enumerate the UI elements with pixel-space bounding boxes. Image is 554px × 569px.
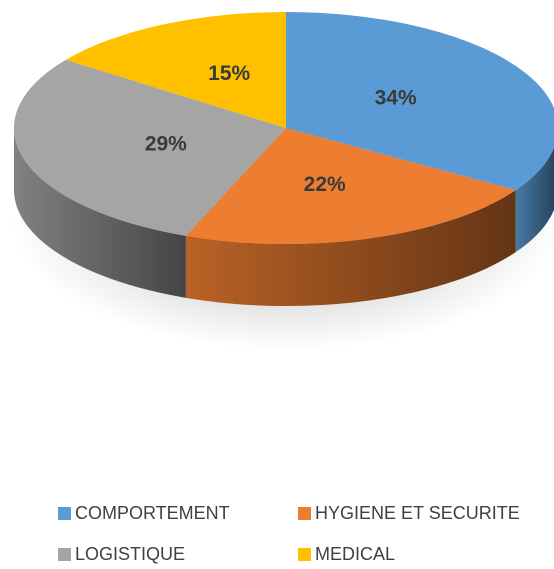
legend-swatch-comportement — [58, 507, 71, 520]
slice-hygiene-et-securite[interactable] — [185, 128, 516, 244]
slice-side-hygiene-et-securite — [185, 190, 516, 306]
legend-item-comportement[interactable]: COMPORTEMENT — [58, 503, 298, 524]
legend: COMPORTEMENT HYGIENE ET SECURITE LOGISTI… — [58, 503, 548, 565]
legend-label-logistique: LOGISTIQUE — [75, 544, 186, 564]
slice-label-medical: 15% — [208, 62, 250, 85]
slice-side-logistique — [14, 128, 186, 298]
legend-swatch-medical — [298, 548, 311, 561]
legend-label-hygiene-et-securite: HYGIENE ET SECURITE — [315, 503, 520, 523]
legend-item-logistique[interactable]: LOGISTIQUE — [58, 544, 298, 565]
slice-label-hygiene-et-securite: 22% — [304, 173, 346, 196]
slice-label-comportement: 34% — [375, 86, 417, 109]
legend-item-medical[interactable]: MEDICAL — [298, 544, 538, 565]
slice-side-comportement — [515, 147, 554, 253]
legend-item-hygiene-et-securite[interactable]: HYGIENE ET SECURITE — [298, 503, 538, 524]
legend-label-medical: MEDICAL — [315, 544, 396, 564]
legend-swatch-logistique — [58, 548, 71, 561]
slice-medical[interactable] — [65, 12, 286, 128]
legend-swatch-hygiene-et-securite — [298, 507, 311, 520]
slice-label-logistique: 29% — [145, 132, 187, 155]
slice-logistique[interactable] — [13, 59, 286, 236]
legend-label-comportement: COMPORTEMENT — [75, 503, 230, 523]
slice-comportement[interactable] — [286, 12, 554, 191]
